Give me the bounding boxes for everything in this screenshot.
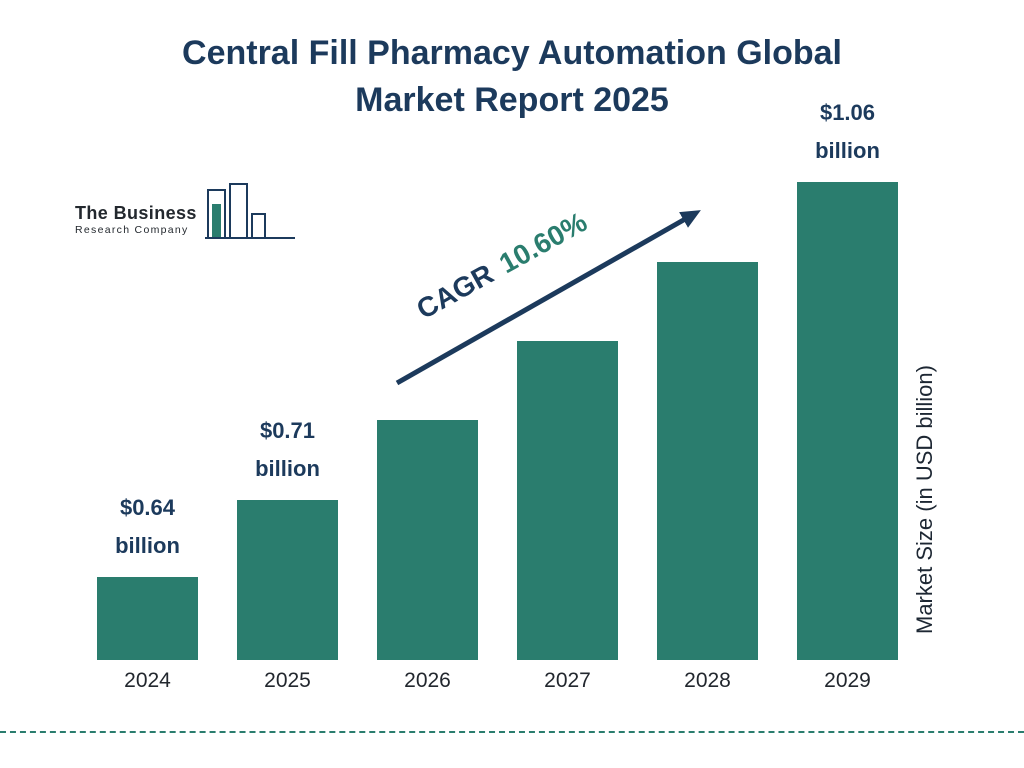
company-logo-text: The Business Research Company — [75, 203, 197, 244]
bar-2024 — [97, 577, 198, 660]
bar-2026 — [377, 420, 478, 660]
logo-name-line-2: Research Company — [75, 224, 189, 236]
logo-bars-icon — [204, 183, 295, 239]
bottom-dashed-line — [0, 731, 1024, 733]
x-axis-label-2027: 2027 — [544, 669, 591, 692]
x-axis-label-2024: 2024 — [124, 669, 171, 692]
bar-value-label-2025: $0.71 billion — [255, 418, 320, 481]
company-logo: The Business Research Company — [75, 180, 297, 244]
logo-name-line-1: The Business — [75, 203, 197, 223]
cagr-trend-arrow — [395, 210, 701, 386]
bar-value-label-2029: $1.06 billion — [815, 100, 880, 163]
bar-2027 — [517, 341, 618, 660]
page-title: Central Fill Pharmacy Automation Global … — [0, 30, 1024, 124]
bar-2025 — [237, 500, 338, 660]
bar-value-label-2024: $0.64 billion — [115, 495, 180, 558]
bar-2029 — [797, 182, 898, 660]
x-axis-label-2026: 2026 — [404, 669, 451, 692]
title-line-1: Central Fill Pharmacy Automation Global — [182, 34, 842, 72]
bar-2028 — [657, 262, 758, 660]
x-axis-label-2029: 2029 — [824, 669, 871, 692]
x-axis-label-2028: 2028 — [684, 669, 731, 692]
title-line-2: Market Report 2025 — [355, 81, 669, 119]
y-axis-label: Market Size (in USD billion) — [912, 365, 937, 635]
x-axis-label-2025: 2025 — [264, 669, 311, 692]
